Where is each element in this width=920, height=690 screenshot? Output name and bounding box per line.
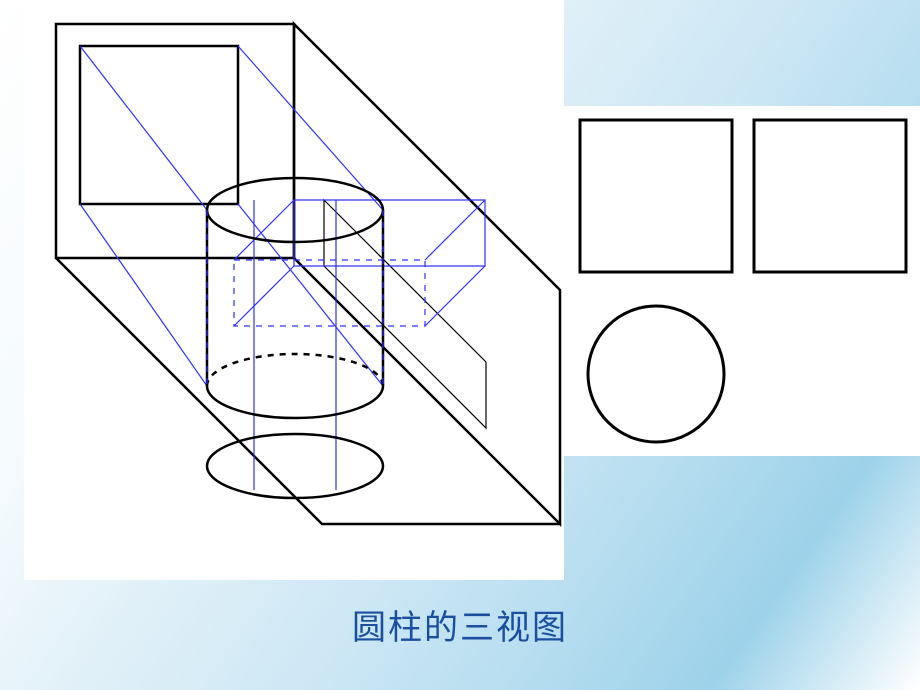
three-views (564, 106, 920, 456)
three-views-panel (564, 106, 920, 456)
caption-text: 圆柱的三视图 (352, 609, 568, 647)
side-view (754, 120, 906, 272)
projection-diagram (24, 0, 564, 580)
front-view (580, 120, 732, 272)
projection-diagram-panel (24, 0, 564, 580)
caption: 圆柱的三视图 (0, 600, 920, 649)
top-view (588, 306, 724, 442)
